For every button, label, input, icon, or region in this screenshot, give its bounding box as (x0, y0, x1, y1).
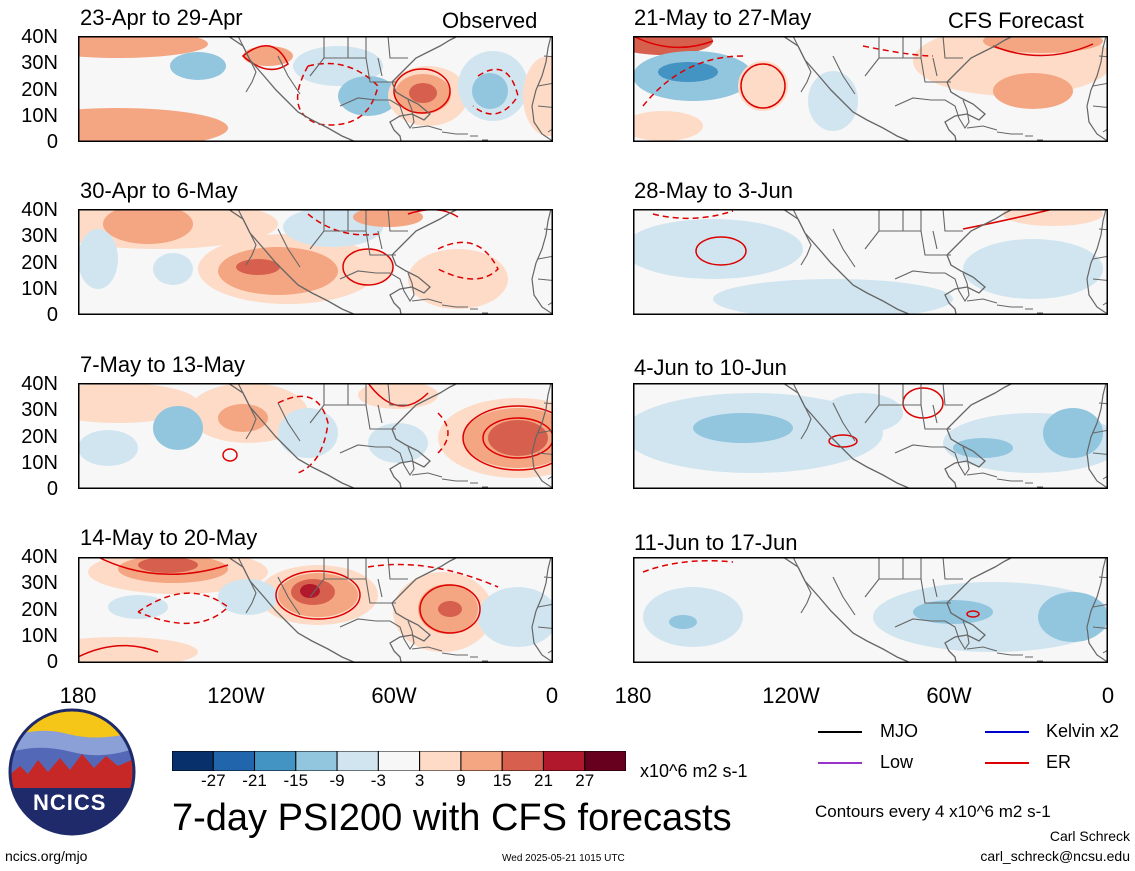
colorbar-tick-label: 15 (492, 771, 512, 790)
colorbar-swatch (336, 751, 379, 771)
lon-label: 180 (59, 683, 97, 708)
panel-title-5: 21-May to 27-May (634, 5, 812, 30)
lat-label: 20N (21, 426, 58, 448)
map-panel-5 (633, 36, 1108, 142)
map-panel-8 (633, 557, 1108, 663)
legend-label-er: ER (1046, 752, 1072, 772)
contour-note: Contours every 4 x10^6 m2 s-1 (815, 802, 1051, 821)
legend-line-mjo (818, 731, 862, 733)
map-panel-3 (78, 383, 553, 489)
observed-label: Observed (442, 8, 538, 33)
colorbar-swatch (295, 751, 338, 771)
lat-label: 20N (21, 79, 58, 101)
lat-label: 0 (46, 651, 58, 673)
panel-title-7: 4-Jun to 10-Jun (634, 355, 787, 380)
colorbar-tick-label: 3 (414, 771, 425, 790)
panel-title-6: 28-May to 3-Jun (634, 178, 793, 203)
lat-label: 20N (21, 599, 58, 621)
lat-label: 10N (21, 105, 58, 127)
colorbar-tick-label: -21 (242, 771, 267, 790)
colorbar-tick-label: -15 (283, 771, 309, 790)
lat-label: 0 (46, 478, 58, 500)
colorbar-swatch (419, 751, 462, 771)
colorbar-swatch (460, 751, 503, 771)
lat-label: 30N (21, 399, 58, 421)
lat-label: 30N (21, 225, 58, 247)
colorbar-tick-label: 27 (575, 771, 595, 790)
logo-text: NCICS (33, 790, 107, 815)
legend-line-kelvin (985, 731, 1029, 733)
lat-label: 30N (21, 52, 58, 74)
map-panel-4 (78, 557, 553, 663)
legend-label-mjo: MJO (880, 721, 918, 741)
lat-label: 20N (21, 252, 58, 274)
lat-label: 40N (21, 373, 58, 395)
main-title: 7-day PSI200 with CFS forecasts (172, 797, 732, 839)
map-panel-2 (78, 209, 553, 315)
map-panel-1 (78, 36, 553, 142)
author-name: Carl Schreck (1049, 828, 1130, 844)
legend-label-kelvin: Kelvin x2 (1046, 721, 1120, 741)
colorbar-swatch (212, 751, 256, 771)
legend-line-low (818, 762, 862, 764)
lat-label: 0 (46, 304, 58, 326)
colorbar-tick-label: 9 (456, 771, 466, 790)
lon-label: 120W (207, 683, 265, 708)
map-panel-7 (633, 383, 1108, 489)
lat-label: 40N (21, 26, 58, 48)
colorbar-tick-label: 21 (533, 771, 553, 790)
lat-label: 10N (21, 625, 58, 647)
panel-title-1: 23-Apr to 29-Apr (80, 5, 243, 30)
lon-label: 120W (762, 683, 820, 708)
panel-title-2: 30-Apr to 6-May (80, 178, 238, 203)
author-email: carl_schreck@ncsu.edu (980, 848, 1130, 864)
colorbar-units: x10^6 m2 s-1 (640, 761, 748, 781)
lon-label: 60W (371, 683, 417, 708)
lon-label: 0 (545, 683, 559, 708)
panel-title-8: 11-Jun to 17-Jun (634, 530, 798, 555)
lat-label: 10N (21, 452, 58, 474)
legend-label-low: Low (880, 752, 914, 772)
lon-label: 0 (1101, 683, 1115, 708)
lat-label: 40N (21, 546, 58, 568)
lon-label: 180 (614, 683, 652, 708)
forecast-label: CFS Forecast (948, 8, 1084, 33)
panel-title-4: 14-May to 20-May (80, 525, 258, 550)
site-link[interactable]: ncics.org/mjo (5, 848, 88, 864)
ncics-logo (8, 708, 136, 836)
colorbar-swatch (542, 751, 586, 771)
lat-label: 10N (21, 278, 58, 300)
lat-label: 40N (21, 199, 58, 221)
map-panel-6 (633, 209, 1108, 315)
timestamp: Wed 2025-05-21 1015 UTC (502, 853, 625, 864)
panel-title-3: 7-May to 13-May (80, 352, 246, 377)
colorbar-swatch (254, 751, 297, 771)
colorbar-swatch (584, 751, 626, 771)
colorbar-swatch (377, 751, 421, 771)
legend-line-er (985, 762, 1029, 764)
colorbar-tick-label: -27 (200, 771, 226, 790)
colorbar-swatch (501, 751, 544, 771)
colorbar-tick-label: -3 (370, 771, 386, 790)
colorbar-tick-label: -9 (329, 771, 345, 790)
lat-label: 30N (21, 572, 58, 594)
colorbar (172, 751, 626, 771)
lon-label: 60W (926, 683, 972, 708)
colorbar-swatch (172, 751, 214, 771)
lat-label: 0 (46, 131, 58, 153)
